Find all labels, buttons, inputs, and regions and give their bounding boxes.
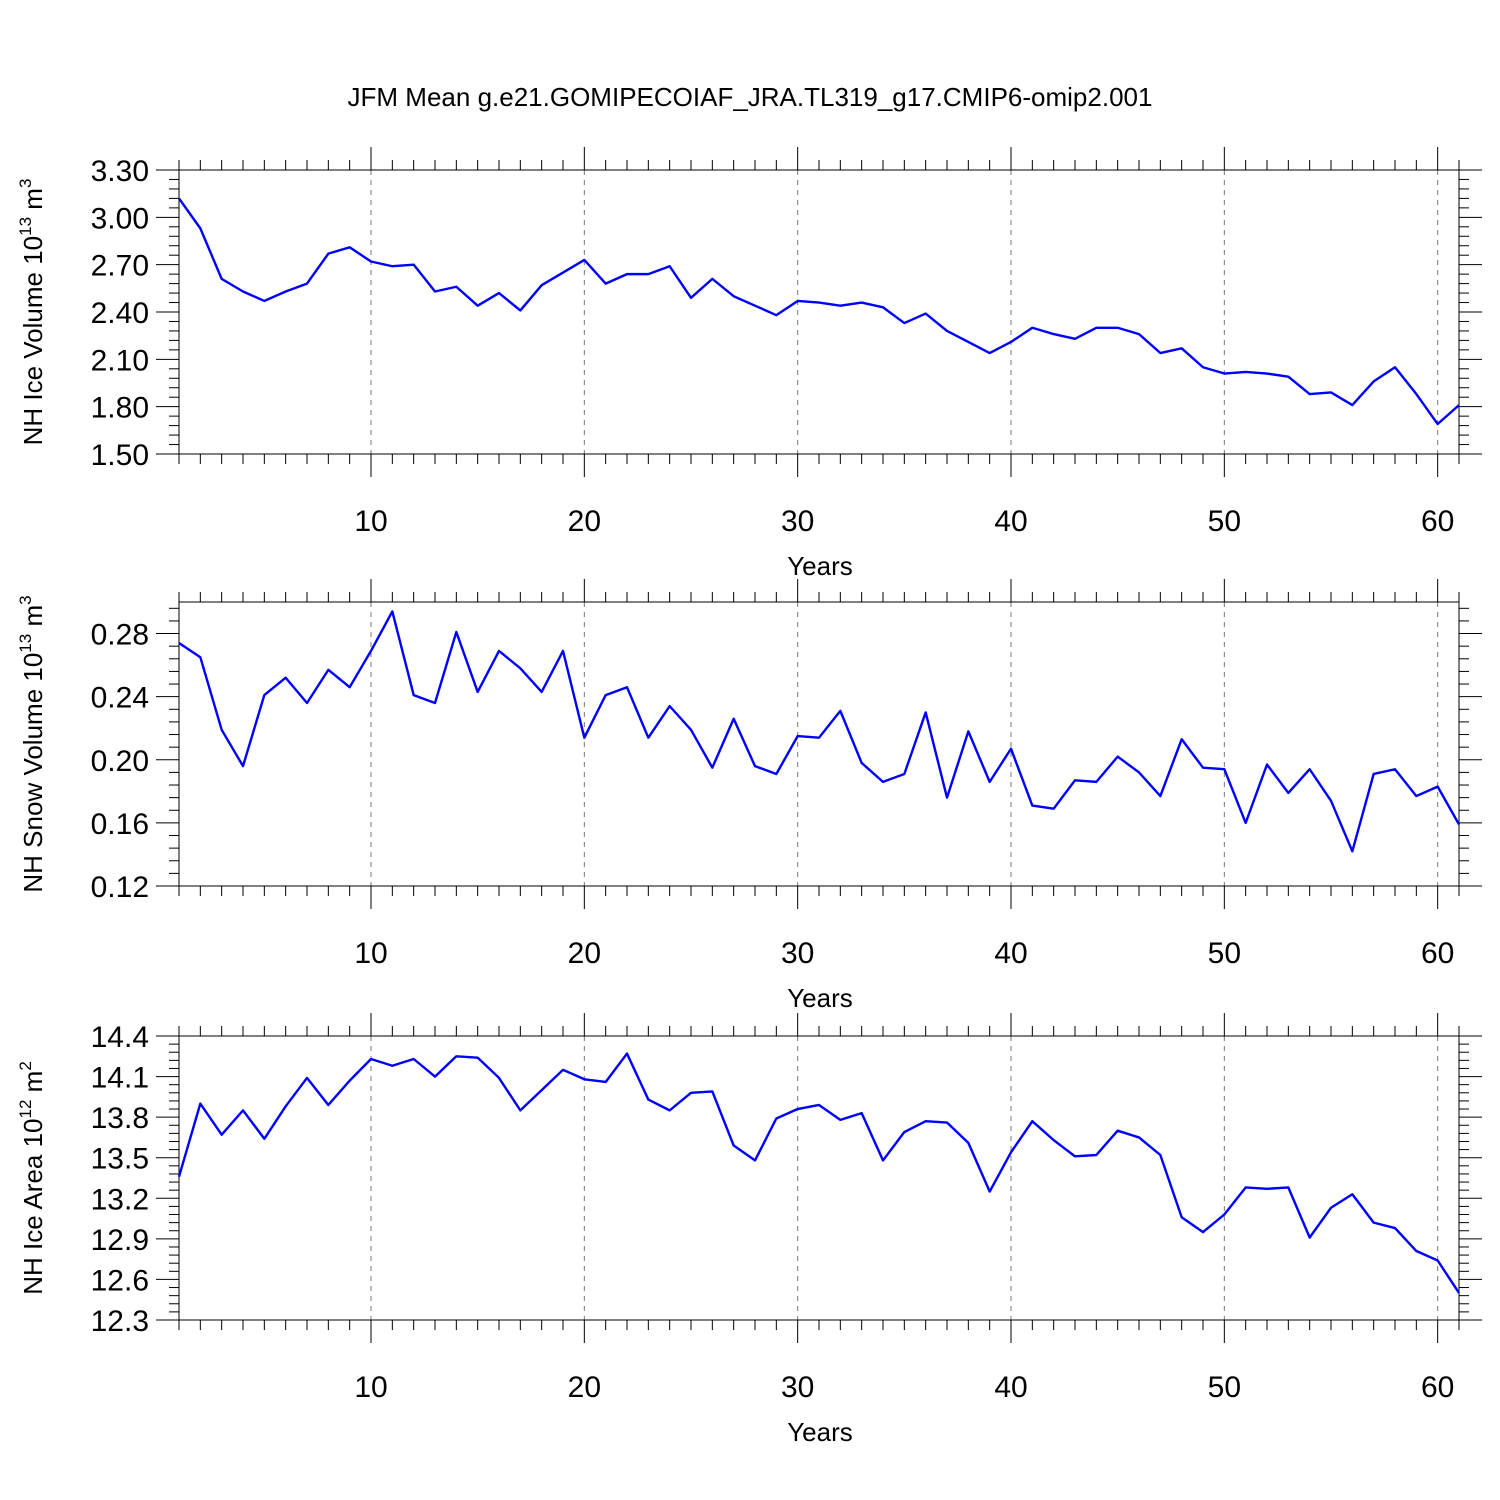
y-axis-title: NH Ice Area 1012 m2 <box>16 1061 48 1295</box>
x-tick-label: 20 <box>568 937 601 970</box>
y-axis-title-part: NH Ice Volume 10 <box>18 236 48 446</box>
x-axis-title: Years <box>787 983 853 1013</box>
x-tick-label: 10 <box>354 505 387 538</box>
chart-panel-2: 0.12 0.16 0.20 0.24 0.28 10 20 30 40 50 60 Years NH … <box>16 579 1482 1013</box>
y-axis-title-superscript: 12 <box>16 1100 35 1119</box>
chart-panel-3: 12.3 12.6 12.9 13.2 13.5 13.8 14.1 14.4 10 20 30 40… <box>16 1013 1482 1447</box>
x-tick-label: 60 <box>1421 937 1454 970</box>
x-tick-label: 50 <box>1208 505 1241 538</box>
y-axis-title-superscript: 3 <box>16 595 35 604</box>
x-axis-title: Years <box>787 551 853 581</box>
y-axis-title-part: NH Ice Area 10 <box>18 1118 48 1294</box>
y-axis-title-superscript: 3 <box>16 179 35 188</box>
x-axis-title: Years <box>787 1417 853 1447</box>
y-tick-label: 0.24 <box>91 682 149 715</box>
y-tick-label: 13.8 <box>91 1102 149 1135</box>
series-line <box>178 197 1460 426</box>
chart-panels: 1.50 1.80 2.10 2.40 2.70 3.00 3.30 10 20 30 40 50 60… <box>16 147 1482 1447</box>
y-tick-label: 0.20 <box>91 745 149 778</box>
y-tick-label: 1.80 <box>91 392 149 425</box>
chart-panel-1: 1.50 1.80 2.10 2.40 2.70 3.00 3.30 10 20 30 40 50 60… <box>16 147 1482 581</box>
series-line <box>177 1052 1461 1294</box>
x-tick-label: 30 <box>781 1371 814 1404</box>
x-tick-label: 20 <box>568 1371 601 1404</box>
y-tick-label: 12.3 <box>91 1305 149 1338</box>
y-tick-label: 13.2 <box>91 1183 149 1216</box>
figure-title: JFM Mean g.e21.GOMIPECOIAF_JRA.TL319_g17… <box>348 82 1153 112</box>
x-tick-label: 10 <box>354 937 387 970</box>
y-tick-label: 2.10 <box>91 344 149 377</box>
y-tick-label: 2.40 <box>91 297 149 330</box>
x-tick-label: 30 <box>781 505 814 538</box>
x-tick-label: 40 <box>994 505 1027 538</box>
x-tick-label: 10 <box>354 1371 387 1404</box>
y-axis-title-superscript: 13 <box>16 634 35 653</box>
y-tick-label: 3.30 <box>91 155 149 188</box>
y-tick-label: 1.50 <box>91 439 149 472</box>
x-tick-label: 40 <box>994 1371 1027 1404</box>
y-axis-title-part: m <box>18 188 48 217</box>
y-tick-label: 3.00 <box>91 202 149 235</box>
x-tick-label: 60 <box>1421 1371 1454 1404</box>
y-axis-title-part: m <box>18 605 48 634</box>
y-tick-label: 0.16 <box>91 808 149 841</box>
x-tick-label: 50 <box>1208 1371 1241 1404</box>
y-tick-label: 13.5 <box>91 1143 149 1176</box>
y-axis-title-superscript: 2 <box>16 1061 35 1070</box>
y-axis-title-part: m <box>18 1071 48 1100</box>
x-tick-label: 60 <box>1421 505 1454 538</box>
y-tick-label: 0.12 <box>91 871 149 904</box>
y-tick-label: 12.9 <box>91 1224 149 1257</box>
y-axis-title-part: NH Snow Volume 10 <box>18 653 48 893</box>
x-tick-label: 30 <box>781 937 814 970</box>
y-tick-label: 0.28 <box>91 619 149 652</box>
series-line <box>178 610 1461 853</box>
x-tick-label: 20 <box>568 505 601 538</box>
x-tick-label: 40 <box>994 937 1027 970</box>
y-tick-label: 14.1 <box>91 1062 149 1095</box>
y-tick-label: 2.70 <box>91 250 149 283</box>
y-tick-label: 12.6 <box>91 1264 149 1297</box>
y-axis-title: NH Snow Volume 1013 m3 <box>16 595 48 892</box>
y-axis-title: NH Ice Volume 1013 m3 <box>16 179 48 446</box>
y-axis-title-superscript: 13 <box>16 217 35 236</box>
y-tick-label: 14.4 <box>91 1021 149 1054</box>
x-tick-label: 50 <box>1208 937 1241 970</box>
